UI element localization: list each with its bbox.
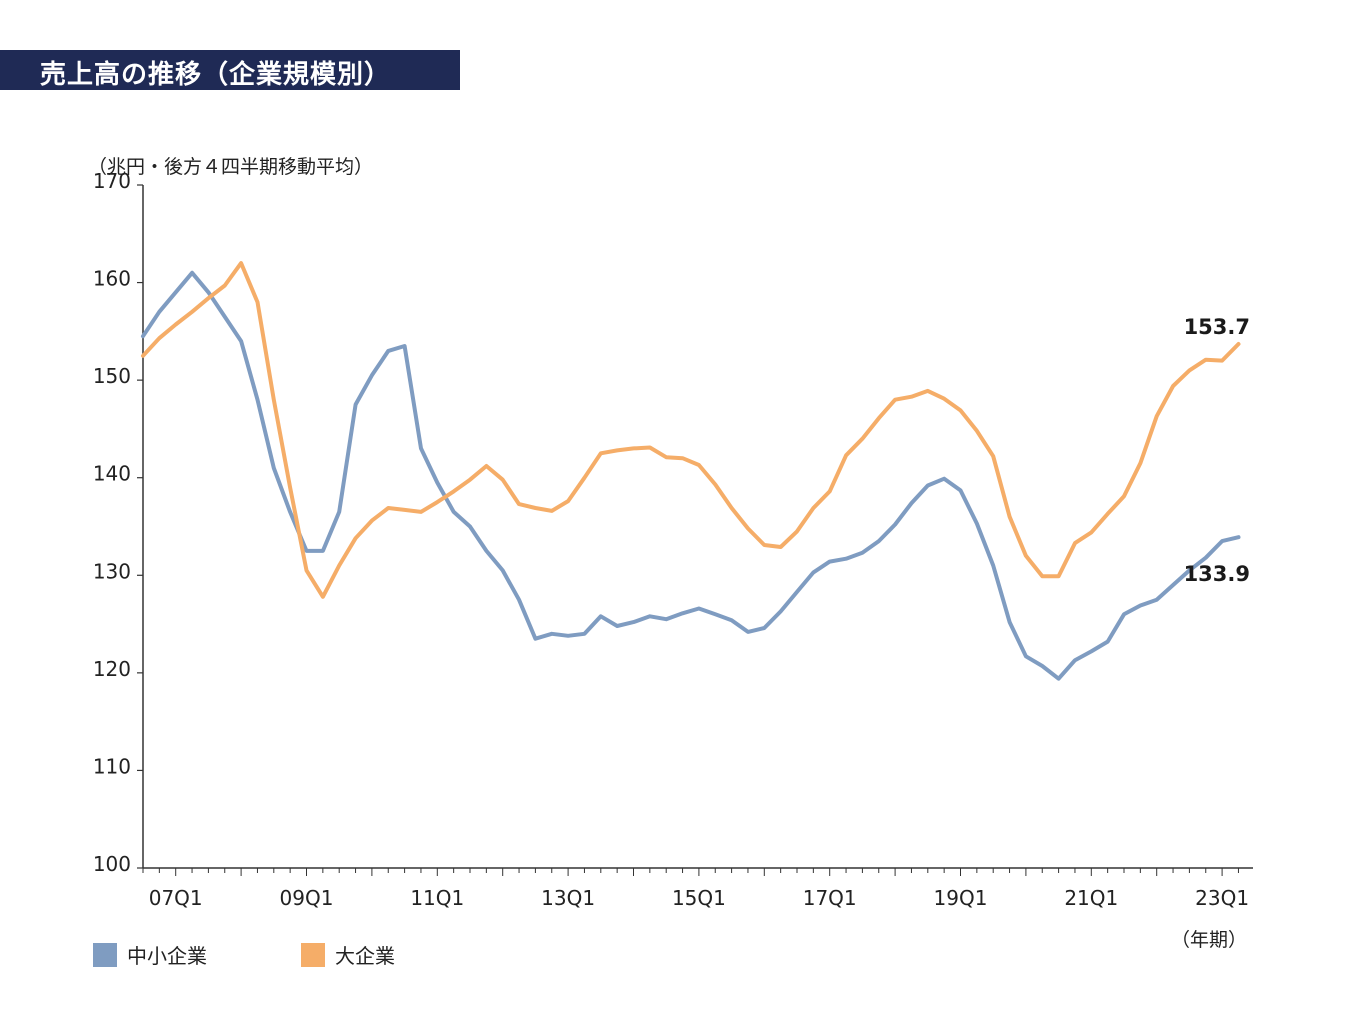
x-tick-label: 11Q1 — [410, 886, 464, 910]
y-tick-label: 160 — [93, 267, 131, 291]
x-tick-label: 13Q1 — [541, 886, 595, 910]
end-value-label-large: 153.7 — [1184, 315, 1250, 339]
y-axis-title: （兆円・後方４四半期移動平均） — [88, 156, 373, 178]
y-tick-label: 130 — [93, 559, 131, 583]
x-axis-title: （年期） — [1171, 929, 1247, 951]
x-tick-label: 09Q1 — [280, 886, 334, 910]
legend-item-small-medium: 中小企業 — [93, 940, 207, 969]
end-value-label-small-medium: 133.9 — [1184, 562, 1250, 586]
page-title: 売上高の推移（企業規模別） — [40, 60, 392, 90]
x-tick-label: 17Q1 — [803, 886, 857, 910]
x-tick-label: 07Q1 — [149, 886, 203, 910]
series-line-small-medium — [141, 270, 1241, 681]
y-tick-label: 140 — [93, 462, 131, 486]
legend-label-small-medium: 中小企業 — [127, 944, 207, 968]
x-tick-label: 19Q1 — [934, 886, 988, 910]
y-tick-label: 120 — [93, 657, 131, 681]
legend-swatch-large — [301, 942, 325, 967]
y-tick-label: 100 — [93, 852, 131, 876]
x-tick-label: 21Q1 — [1064, 886, 1118, 910]
legend-item-large: 大企業 — [301, 940, 395, 969]
series-line-large — [141, 261, 1241, 599]
y-tick-label: 150 — [93, 364, 131, 388]
legend-label-large: 大企業 — [335, 944, 395, 968]
y-tick-label: 110 — [93, 754, 131, 778]
labels-layer: （兆円・後方４四半期移動平均） 100 110 120 130 140 150 160 170 0… — [88, 156, 1250, 951]
axes — [137, 184, 1253, 876]
x-tick-label: 15Q1 — [672, 886, 726, 910]
legend-swatch-small-medium — [93, 942, 117, 967]
y-tick-label: 170 — [93, 169, 131, 193]
series-layer — [141, 261, 1241, 681]
x-tick-label: 23Q1 — [1195, 886, 1249, 910]
title-bar: 売上高の推移（企業規模別） — [0, 50, 460, 90]
